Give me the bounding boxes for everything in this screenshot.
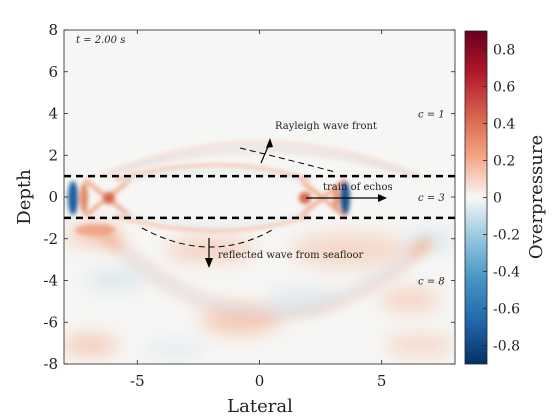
colorbar-tick-label: -0.4 (493, 265, 520, 281)
y-tick-label: -6 (43, 313, 58, 331)
rayleigh-front-arrowhead (266, 138, 273, 148)
layer-label-middle: c = 3 (418, 193, 445, 204)
echo-train-arrowhead (378, 194, 387, 202)
y-tick-label: 2 (48, 146, 58, 164)
x-axis-label: Lateral (227, 396, 293, 417)
rayleigh-front-dashed-curve (239, 147, 336, 173)
colorbar-tick-label: 0.6 (493, 80, 515, 96)
seafloor-reflection-dashed-curve (141, 227, 273, 248)
layer-label-top: c = 1 (418, 110, 445, 121)
x-tick-label: -5 (130, 372, 145, 390)
colorbar-ticks: -0.8 -0.6 -0.4 -0.2 0 0.2 0.4 0.6 0.8 (483, 43, 520, 355)
echo-train-label: train of echos (323, 182, 393, 193)
colorbar-tick-label: 0.4 (493, 117, 515, 133)
y-tick-label: 6 (48, 63, 58, 81)
y-tick-label: 0 (48, 188, 58, 206)
x-tick-label: 5 (377, 372, 387, 390)
y-tick-label: 8 (48, 21, 58, 39)
seafloor-reflection-arrowhead (205, 258, 213, 268)
y-tick-label: -2 (43, 230, 58, 248)
y-axis-label: Depth (14, 169, 35, 225)
heatmap-field (64, 141, 455, 358)
layer-label-bottom: c = 8 (418, 277, 445, 288)
colorbar-tick-label: -0.6 (493, 302, 520, 318)
colorbar-tick-label: 0.2 (493, 154, 515, 170)
y-tick-label: -8 (43, 355, 58, 373)
colorbar-tick-label: 0.8 (493, 43, 515, 59)
y-tick-label: 4 (48, 105, 58, 123)
rayleigh-front-label: Rayleigh wave front (275, 121, 377, 132)
colorbar-label: Overpressure (526, 135, 547, 259)
x-tick-label: 0 (255, 372, 265, 390)
y-tick-label: -4 (43, 272, 58, 290)
y-axis-ticks: -8 -6 -4 -2 0 2 4 6 8 (43, 21, 455, 373)
seafloor-reflection-label: reflected wave from seafloor (218, 250, 364, 261)
x-axis-ticks: -5 0 5 (130, 30, 386, 390)
colorbar-tick-label: 0 (493, 191, 502, 207)
colorbar-tick-label: -0.2 (493, 228, 520, 244)
time-label: t = 2.00 s (76, 35, 125, 46)
colorbar-tick-label: -0.8 (493, 339, 520, 355)
